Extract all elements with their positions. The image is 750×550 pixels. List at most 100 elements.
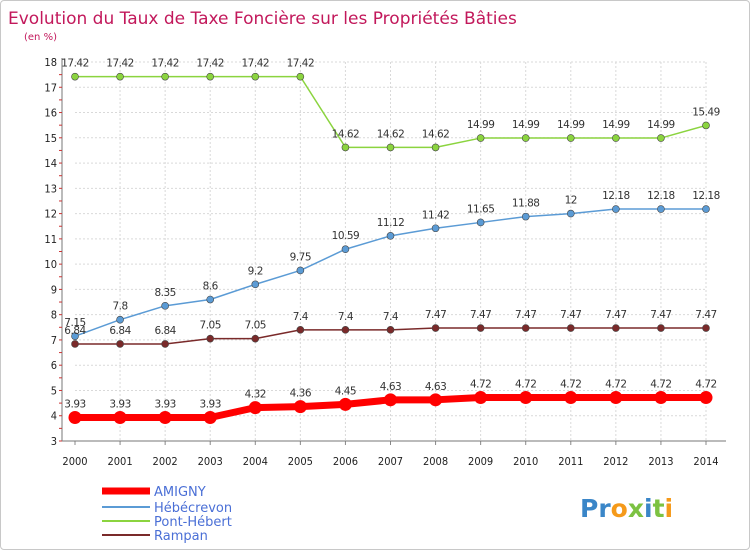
data-point — [71, 72, 79, 81]
data-label: 7.47 — [605, 309, 626, 321]
x-tick-label: 2005 — [288, 455, 313, 468]
data-label: 4.45 — [335, 385, 356, 397]
x-tick-label: 2013 — [648, 455, 673, 468]
data-labels: 3.93 3.93 3.93 3.93 4.32 4.36 4.45 4.63 4.63 4.72… — [61, 58, 720, 411]
data-point — [116, 340, 124, 348]
data-label: 17.42 — [242, 58, 270, 70]
data-point — [521, 134, 530, 142]
data-label: 8.6 — [203, 281, 219, 293]
data-point — [521, 324, 530, 332]
data-label: 7.8 — [112, 301, 127, 313]
data-point — [431, 143, 440, 152]
data-point — [158, 411, 172, 425]
data-label: 7.47 — [560, 309, 581, 321]
data-point — [71, 332, 79, 340]
data-point — [657, 134, 665, 142]
data-point — [161, 72, 169, 81]
data-label: 15.49 — [692, 106, 720, 118]
data-label: 9.2 — [248, 265, 263, 277]
data-point — [206, 295, 215, 304]
data-label: 7.47 — [470, 309, 491, 321]
data-point — [476, 218, 485, 227]
y-tick-label: 17 — [44, 81, 57, 94]
data-label: 3.93 — [200, 399, 221, 411]
x-tick-label: 2008 — [423, 455, 448, 468]
legend-label: AMIGNY — [154, 485, 206, 500]
data-label: 7.47 — [695, 309, 716, 321]
data-point — [113, 411, 127, 425]
data-label: 17.42 — [151, 58, 179, 70]
data-point — [338, 397, 352, 411]
data-point — [384, 393, 397, 407]
data-point — [203, 411, 217, 425]
data-label: 11.65 — [467, 203, 495, 215]
logo-letter: i — [644, 494, 653, 523]
legend-label: Hébécrevon — [154, 501, 232, 516]
data-label: 12.18 — [692, 190, 720, 202]
data-point — [296, 326, 305, 334]
x-tick-label: 2000 — [62, 455, 87, 468]
chart-title: Evolution du Taux de Taxe Foncière sur l… — [8, 9, 517, 29]
y-tick-label: 18 — [44, 56, 57, 69]
logo-letter: o — [611, 494, 628, 523]
data-label: 14.62 — [332, 128, 360, 140]
data-point — [612, 324, 620, 332]
x-tick-label: 2010 — [513, 455, 538, 468]
data-point — [341, 143, 350, 152]
data-label: 3.93 — [154, 399, 175, 411]
logo-letter: P — [580, 494, 598, 523]
data-label: 8.35 — [154, 287, 175, 299]
data-point — [296, 72, 305, 81]
data-point — [251, 334, 260, 343]
data-point — [161, 302, 169, 310]
x-tick-label: 2014 — [693, 455, 718, 468]
data-label: 12.18 — [647, 190, 675, 202]
data-label: 14.62 — [422, 128, 450, 140]
data-point — [476, 324, 485, 332]
data-label: 11.12 — [377, 217, 405, 229]
data-point — [116, 315, 124, 324]
data-label: 7.05 — [245, 320, 266, 332]
data-label: 4.36 — [290, 388, 312, 400]
y-tick-label: 6 — [51, 359, 57, 372]
data-point — [68, 411, 82, 425]
data-point — [341, 245, 350, 254]
data-point — [251, 280, 260, 289]
data-label: 14.62 — [377, 128, 405, 140]
data-label: 17.42 — [106, 58, 134, 70]
data-point — [386, 143, 395, 152]
data-point — [519, 391, 533, 405]
data-label: 14.99 — [512, 119, 540, 131]
data-label: 7.47 — [425, 309, 446, 321]
data-point — [474, 391, 488, 405]
data-point — [116, 72, 124, 81]
grid — [75, 61, 707, 441]
data-point — [657, 205, 665, 213]
legend-label: Rampan — [154, 529, 208, 544]
data-label: 14.99 — [602, 119, 630, 131]
data-label: 4.72 — [560, 379, 581, 391]
data-label: 6.84 — [64, 325, 86, 337]
data-label: 7.47 — [515, 309, 536, 321]
y-tick-label: 9 — [51, 283, 57, 296]
data-label: 4.63 — [425, 381, 446, 393]
data-label: 6.84 — [109, 325, 131, 337]
data-label: 7.05 — [200, 320, 221, 332]
data-label: 11.88 — [512, 198, 540, 210]
data-label: 7.47 — [650, 309, 671, 321]
data-point — [609, 391, 623, 405]
logo-letter: x — [628, 494, 644, 523]
data-point — [612, 134, 620, 142]
data-point — [566, 134, 575, 142]
data-label: 17.42 — [287, 58, 315, 70]
data-point — [702, 324, 710, 332]
data-point — [564, 391, 578, 405]
data-label: 4.72 — [470, 379, 491, 391]
data-label: 4.72 — [650, 379, 671, 391]
data-point — [293, 400, 307, 414]
y-tick-label: 15 — [44, 132, 57, 145]
data-label: 7.4 — [338, 311, 354, 323]
